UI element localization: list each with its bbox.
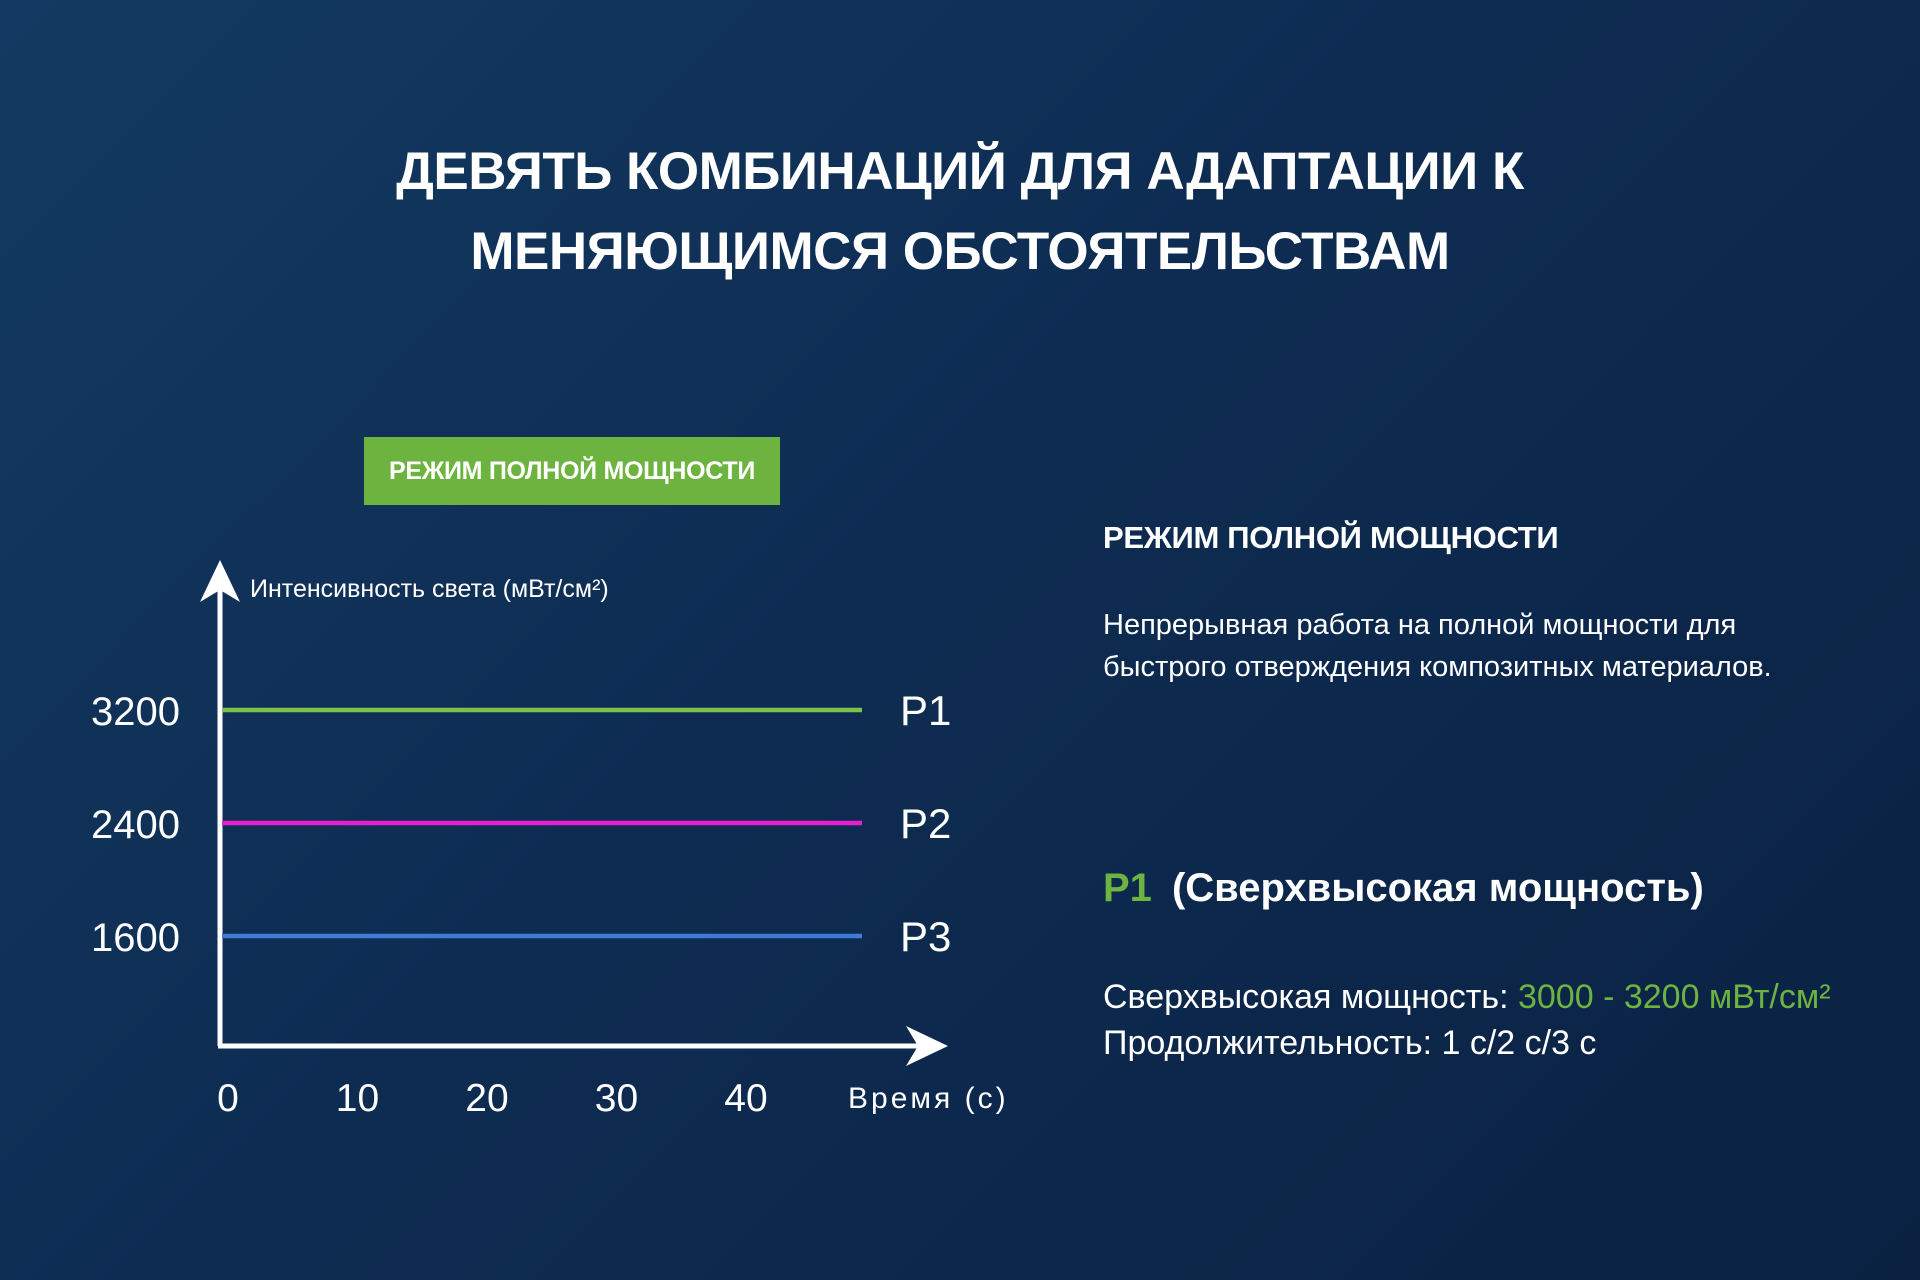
power-specs: Сверхвысокая мощность: 3000 - 3200 мВт/с… <box>1103 974 1831 1066</box>
series-label-p3: P3 <box>900 913 951 960</box>
power-range-line: Сверхвысокая мощность: 3000 - 3200 мВт/с… <box>1103 974 1831 1020</box>
x-tick-label: 40 <box>724 1077 767 1120</box>
mode-heading: РЕЖИМ ПОЛНОЙ МОЩНОСТИ <box>1103 520 1559 555</box>
series-label-p1: P1 <box>900 687 951 734</box>
y-tick-label: 1600 <box>91 916 180 960</box>
power-level-title: P1 (Сверхвысокая мощность) <box>1103 866 1704 911</box>
power-level-label: (Сверхвысокая мощность) <box>1171 866 1704 910</box>
x-axis-arrow-icon <box>906 1026 948 1066</box>
x-tick-label: 10 <box>336 1077 379 1120</box>
mode-badge[interactable]: РЕЖИМ ПОЛНОЙ МОЩНОСТИ <box>364 437 780 505</box>
power-range-value: 3000 - 3200 мВт/см² <box>1517 978 1831 1016</box>
power-level-code: P1 <box>1103 866 1152 910</box>
x-axis-label: Время (с) <box>848 1082 1009 1115</box>
y-axis-label: Интенсивность света (мВт/см²) <box>250 575 609 603</box>
series-label-p2: P2 <box>900 800 951 847</box>
power-range-label: Сверхвысокая мощность: <box>1103 978 1518 1016</box>
x-tick-label: 0 <box>217 1077 239 1120</box>
duration-line: Продолжительность: 1 с/2 с/3 с <box>1103 1024 1597 1062</box>
y-tick-label: 2400 <box>91 803 180 847</box>
mode-description: Непрерывная работа на полной мощности дл… <box>1103 609 1772 683</box>
title-line-2: МЕНЯЮЩИМСЯ ОБСТОЯТЕЛЬСТВАМ <box>470 222 1450 281</box>
x-tick-label: 20 <box>465 1077 508 1120</box>
page-title: ДЕВЯТЬ КОМБИНАЦИЙ ДЛЯ АДАПТАЦИИ К МЕНЯЮЩ… <box>0 132 1920 292</box>
y-tick-label: 3200 <box>91 690 180 734</box>
y-axis-arrow-icon <box>200 560 240 602</box>
x-tick-label: 30 <box>595 1077 638 1120</box>
title-line-1: ДЕВЯТЬ КОМБИНАЦИЙ ДЛЯ АДАПТАЦИИ К <box>396 142 1524 201</box>
